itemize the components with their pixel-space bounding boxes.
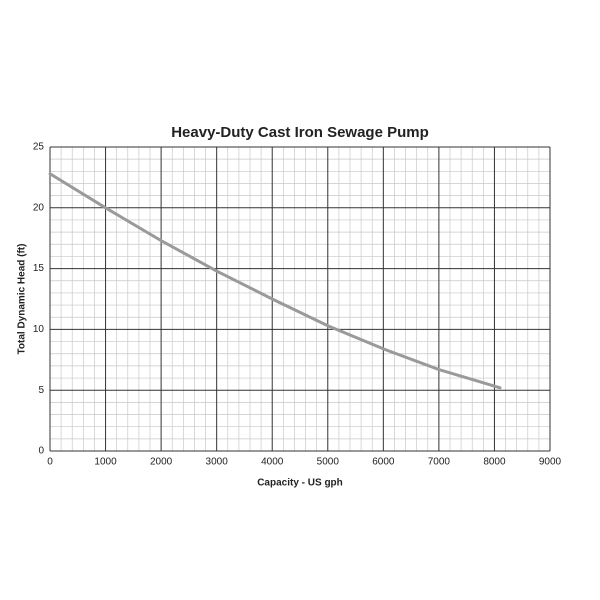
x-tick-label: 5000: [317, 457, 340, 468]
y-tick-label: 25: [33, 142, 45, 153]
x-tick-label: 6000: [372, 457, 395, 468]
x-tick-label: 7000: [428, 457, 451, 468]
data-line: [48, 172, 502, 390]
x-tick-label: 9000: [539, 457, 562, 468]
x-tick-label: 3000: [206, 457, 229, 468]
x-tick-label: 8000: [483, 457, 506, 468]
y-tick-label: 10: [33, 324, 45, 335]
chart-title: Heavy-Duty Cast Iron Sewage Pump: [171, 124, 429, 141]
x-axis-label: Capacity - US gph: [257, 478, 343, 489]
x-tick-label: 1000: [94, 457, 117, 468]
x-tick-label: 0: [47, 457, 53, 468]
x-tick-label: 4000: [261, 457, 284, 468]
y-tick-label: 15: [33, 263, 45, 274]
y-tick-label: 0: [38, 446, 44, 457]
y-tick-label: 5: [38, 385, 44, 396]
x-tick-label: 2000: [150, 457, 173, 468]
y-tick-label: 20: [33, 202, 45, 213]
y-axis-label: Total Dynamic Head (ft): [17, 244, 28, 355]
